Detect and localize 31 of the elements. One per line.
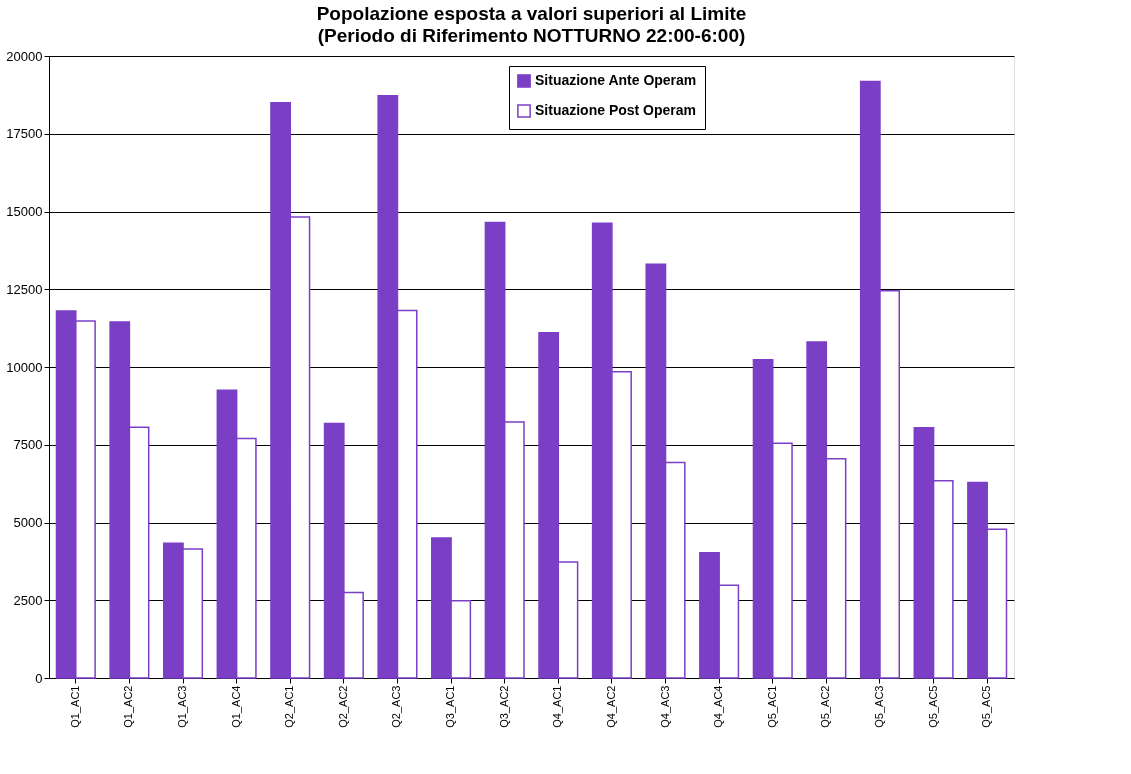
x-tick-label: Q3_AC2 — [497, 685, 510, 728]
x-tick-label: Q4_AC4 — [712, 685, 725, 728]
x-tick-label: Q4_AC3 — [658, 685, 671, 728]
chart-title: Popolazione esposta a valori superiori al Limite — [316, 3, 747, 24]
x-tick-label: Q5_AC1 — [765, 685, 778, 728]
y-tick-label: 7500 — [13, 437, 43, 453]
legend-label: Situazione Post Operam — [535, 102, 697, 118]
y-tick-label: 0 — [35, 670, 43, 686]
x-tick-label: Q5_AC5 — [980, 685, 993, 728]
x-tick-label: Q4_AC1 — [551, 685, 564, 728]
x-tick-label: Q1_AC2 — [122, 685, 135, 728]
x-tick-label: Q5_AC3 — [872, 685, 885, 728]
x-tick-label: Q3_AC1 — [444, 685, 457, 728]
x-tick-label: Q5_AC5 — [926, 685, 939, 728]
y-tick-label: 17500 — [6, 126, 43, 142]
x-tick-label: Q4_AC2 — [604, 685, 617, 728]
y-tick-label: 15000 — [6, 204, 43, 219]
x-tick-label: Q1_AC4 — [229, 685, 242, 728]
y-tick-label: 10000 — [6, 359, 43, 375]
x-tick-label: Q5_AC2 — [819, 685, 832, 728]
y-tick-label: 20000 — [6, 48, 43, 64]
x-tick-label: Q1_AC3 — [176, 685, 189, 728]
y-tick-label: 5000 — [13, 515, 43, 530]
x-tick-label: Q2_AC3 — [390, 685, 403, 728]
chart-subtitle: (Periodo di Riferimento NOTTURNO 22:00-6:00) — [317, 25, 746, 46]
x-tick-label: Q2_AC2 — [336, 685, 349, 728]
y-tick-label: 2500 — [13, 592, 43, 608]
legend-label: Situazione Ante Operam — [535, 72, 697, 88]
x-tick-label: Q1_AC1 — [68, 685, 81, 728]
x-tick-label: Q2_AC1 — [283, 685, 296, 728]
y-tick-label: 12500 — [6, 281, 43, 297]
